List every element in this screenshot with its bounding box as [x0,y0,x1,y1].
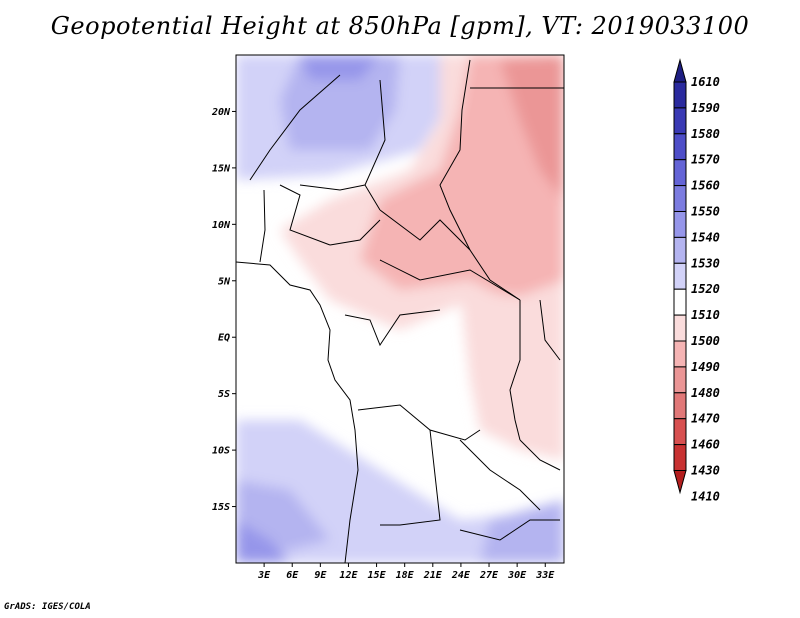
colorbar-level-label: 1550 [691,205,720,219]
colorbar-level-label: 1530 [691,256,720,270]
colorbar-level-label: 1480 [691,386,720,400]
height-field [236,55,564,563]
colorbar-swatch [673,444,687,472]
colorbar-level-label: 1540 [691,230,720,244]
colorbar-swatch [673,185,687,213]
lon-tick-label: 6E [286,570,299,581]
colorbar-swatch [673,107,687,135]
lon-tick-label: 24E [451,570,471,581]
boundaries [236,59,564,563]
colorbar-swatch [673,211,687,238]
colorbar-swatch [673,262,687,290]
colorbar-level-label: 1570 [691,153,720,167]
map-panel [236,55,564,563]
latitude-axis: 20N 15N 10N 5N EQ 5S 10S 15S [211,107,236,513]
lat-tick-label: 10S [212,446,230,457]
grads-credit: GrADS: IGES/COLA [4,602,91,612]
colorbar-level-label: 1560 [691,179,720,193]
colorbar-swatch [673,392,687,420]
lon-tick-label: 3E [257,570,271,581]
lon-tick-label: 15E [368,570,387,581]
lon-tick-label: 21E [423,570,443,581]
page-title: Geopotential Height at 850hPa [gpm], VT:… [50,12,750,40]
colorbar-level-label: 1470 [691,412,720,426]
lon-tick-label: 27E [479,570,499,581]
lat-tick-label: EQ [218,333,230,344]
colorbar-top-arrow [673,58,687,83]
lon-tick-label: 9E [314,570,327,581]
colorbar: 1610 1590 1580 1570 1560 1550 1540 1530 1520 1510… [673,58,720,503]
lon-tick-label: 30E [507,570,527,581]
lon-tick-label: 18E [396,570,415,581]
lat-tick-label: 15N [212,163,231,174]
colorbar-level-label: 1520 [691,282,720,296]
colorbar-level-label: 1500 [691,334,720,348]
lat-tick-label: 15S [212,502,230,513]
map-frame [235,54,565,564]
lon-tick-label: 12E [339,570,358,581]
colorbar-level-label: 1410 [691,489,720,503]
colorbar-level-label: 1610 [691,75,720,89]
colorbar-swatch [673,340,687,368]
colorbar-level-label: 1510 [691,308,720,322]
colorbar-swatch [673,236,687,264]
colorbar-level-label: 1580 [691,127,720,141]
colorbar-swatch [673,133,687,161]
colorbar-swatch [673,366,687,394]
colorbar-level-label: 1590 [691,101,720,115]
colorbar-bottom-arrow [673,470,687,495]
lon-tick-label: 33E [535,570,555,581]
lat-tick-label: 5S [218,389,230,400]
colorbar-swatch [673,81,687,109]
colorbar-swatch [673,314,687,342]
colorbar-level-label: 1460 [691,438,720,452]
colorbar-level-label: 1430 [691,464,720,478]
lat-tick-label: 5N [218,276,231,287]
lat-tick-label: 20N [211,107,231,118]
colorbar-level-label: 1490 [691,360,720,374]
colorbar-swatch [673,418,687,446]
lat-tick-label: 10N [212,220,231,231]
longitude-axis: 3E 6E 9E 12E 15E 18E 21E 24E 27E 30E 33E [257,563,555,581]
colorbar-swatch [673,159,687,187]
colorbar-swatch [673,288,687,316]
